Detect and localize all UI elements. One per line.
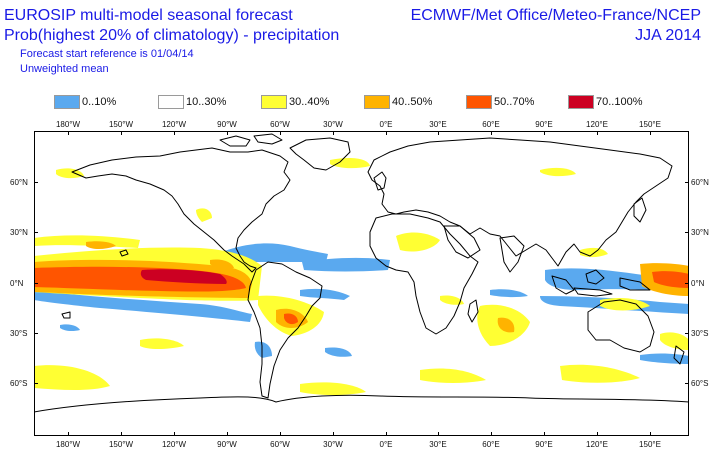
- lon-label-bottom: 30°W: [323, 440, 343, 449]
- lon-label-bottom: 180°W: [55, 440, 81, 449]
- lon-label-top: 180°W: [55, 120, 81, 129]
- lon-label-bottom: 90°W: [217, 440, 237, 449]
- lon-label-bottom: 120°E: [586, 440, 608, 449]
- lat-label-left: 60°S: [10, 379, 28, 388]
- legend-swatch: [568, 95, 594, 109]
- lon-label-bottom: 60°E: [482, 440, 500, 449]
- coastlines: [34, 133, 689, 413]
- lon-label-bottom: 150°W: [108, 440, 134, 449]
- legend-swatch: [54, 95, 80, 109]
- lat-label-left: 30°N: [10, 228, 28, 237]
- legend-label: 0..10%: [82, 96, 117, 108]
- lon-label-bottom: 120°W: [161, 440, 187, 449]
- legend-label: 10..30%: [186, 96, 227, 108]
- lat-label-right: 60°N: [691, 178, 709, 187]
- lat-label-left: 0°N: [10, 279, 24, 288]
- lon-label-top: 90°W: [217, 120, 237, 129]
- lon-label-bottom: 60°W: [270, 440, 290, 449]
- lon-label-top: 60°E: [482, 120, 500, 129]
- forecast-start-label: Forecast start reference is 01/04/14: [20, 48, 194, 60]
- title-line-2: Prob(highest 20% of climatology) - preci…: [4, 27, 340, 44]
- lat-label-right: 60°S: [691, 379, 709, 388]
- lon-label-top: 120°W: [161, 120, 187, 129]
- season-label: JJA 2014: [635, 27, 701, 44]
- very-high-probability-regions: [140, 269, 227, 284]
- lon-label-bottom: 90°E: [535, 440, 553, 449]
- title-line-1: EUROSIP multi-model seasonal forecast: [4, 7, 293, 24]
- lat-label-right: 30°S: [691, 329, 709, 338]
- lon-label-bottom: 150°E: [639, 440, 661, 449]
- axis-ticks: [34, 131, 689, 436]
- legend-label: 30..40%: [289, 96, 330, 108]
- lon-label-top: 150°W: [108, 120, 134, 129]
- lat-label-left: 60°N: [10, 178, 28, 187]
- centres-label: ECMWF/Met Office/Meteo-France/NCEP: [410, 7, 701, 24]
- lon-label-top: 30°W: [323, 120, 343, 129]
- lon-label-bottom: 0°E: [379, 440, 393, 449]
- weighting-label: Unweighted mean: [20, 63, 109, 75]
- lon-label-top: 60°W: [270, 120, 290, 129]
- lat-label-right: 0°N: [691, 279, 705, 288]
- lon-label-top: 0°E: [379, 120, 393, 129]
- lon-label-top: 90°E: [535, 120, 553, 129]
- legend-swatch: [364, 95, 390, 109]
- lon-label-top: 150°E: [639, 120, 661, 129]
- legend-swatch: [466, 95, 492, 109]
- lon-label-bottom: 30°E: [429, 440, 447, 449]
- legend-label: 50..70%: [494, 96, 535, 108]
- lon-label-top: 30°E: [429, 120, 447, 129]
- legend-swatch: [261, 95, 287, 109]
- legend-label: 70..100%: [596, 96, 643, 108]
- lon-label-top: 120°E: [586, 120, 608, 129]
- lat-label-right: 30°N: [691, 228, 709, 237]
- legend-label: 40..50%: [392, 96, 433, 108]
- legend-swatch: [158, 95, 184, 109]
- lat-label-left: 30°S: [10, 329, 28, 338]
